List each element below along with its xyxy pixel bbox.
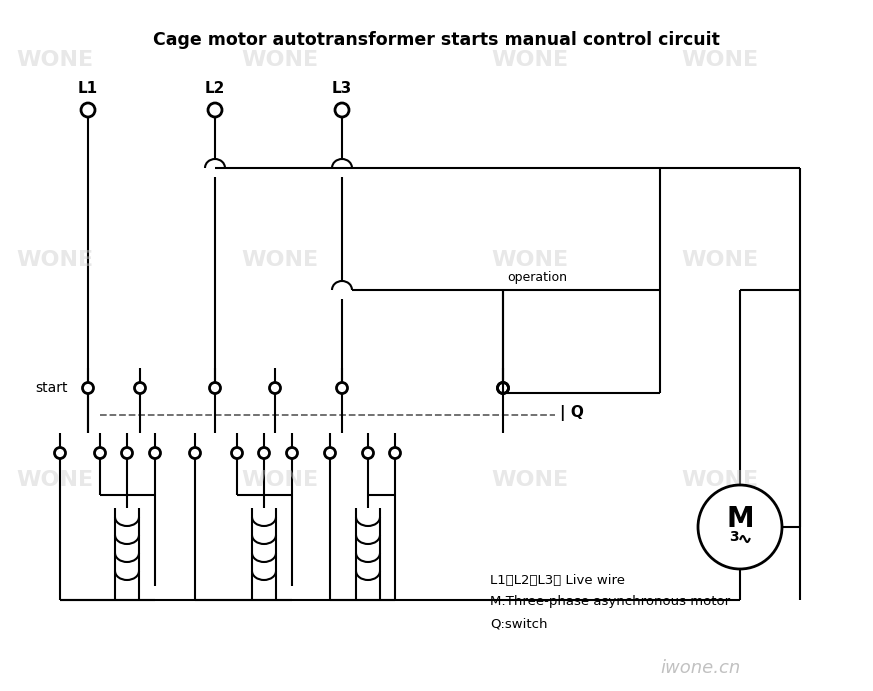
Text: L3: L3 bbox=[332, 80, 352, 95]
Text: WONE: WONE bbox=[491, 470, 568, 490]
Text: WONE: WONE bbox=[682, 470, 759, 490]
Text: WONE: WONE bbox=[491, 250, 568, 270]
Text: WONE: WONE bbox=[242, 50, 319, 70]
Text: WONE: WONE bbox=[682, 250, 759, 270]
Text: start: start bbox=[35, 381, 67, 395]
Text: WONE: WONE bbox=[17, 50, 93, 70]
Text: operation: operation bbox=[507, 271, 567, 284]
Text: L1、L2、L3： Live wire: L1、L2、L3： Live wire bbox=[490, 574, 625, 587]
Text: M:Three-phase asynchronous motor: M:Three-phase asynchronous motor bbox=[490, 596, 730, 609]
Text: WONE: WONE bbox=[242, 470, 319, 490]
Text: L2: L2 bbox=[205, 80, 225, 95]
Text: M: M bbox=[726, 505, 753, 533]
Text: 3: 3 bbox=[729, 530, 739, 544]
Text: WONE: WONE bbox=[242, 250, 319, 270]
Text: iwone.cn: iwone.cn bbox=[660, 659, 740, 677]
Text: WONE: WONE bbox=[491, 50, 568, 70]
Text: WONE: WONE bbox=[682, 50, 759, 70]
Text: L1: L1 bbox=[78, 80, 98, 95]
Text: Q:switch: Q:switch bbox=[490, 618, 547, 630]
Text: Cage motor autotransformer starts manual control circuit: Cage motor autotransformer starts manual… bbox=[153, 31, 719, 49]
Text: | Q: | Q bbox=[560, 405, 584, 421]
Text: WONE: WONE bbox=[17, 250, 93, 270]
Text: WONE: WONE bbox=[17, 470, 93, 490]
